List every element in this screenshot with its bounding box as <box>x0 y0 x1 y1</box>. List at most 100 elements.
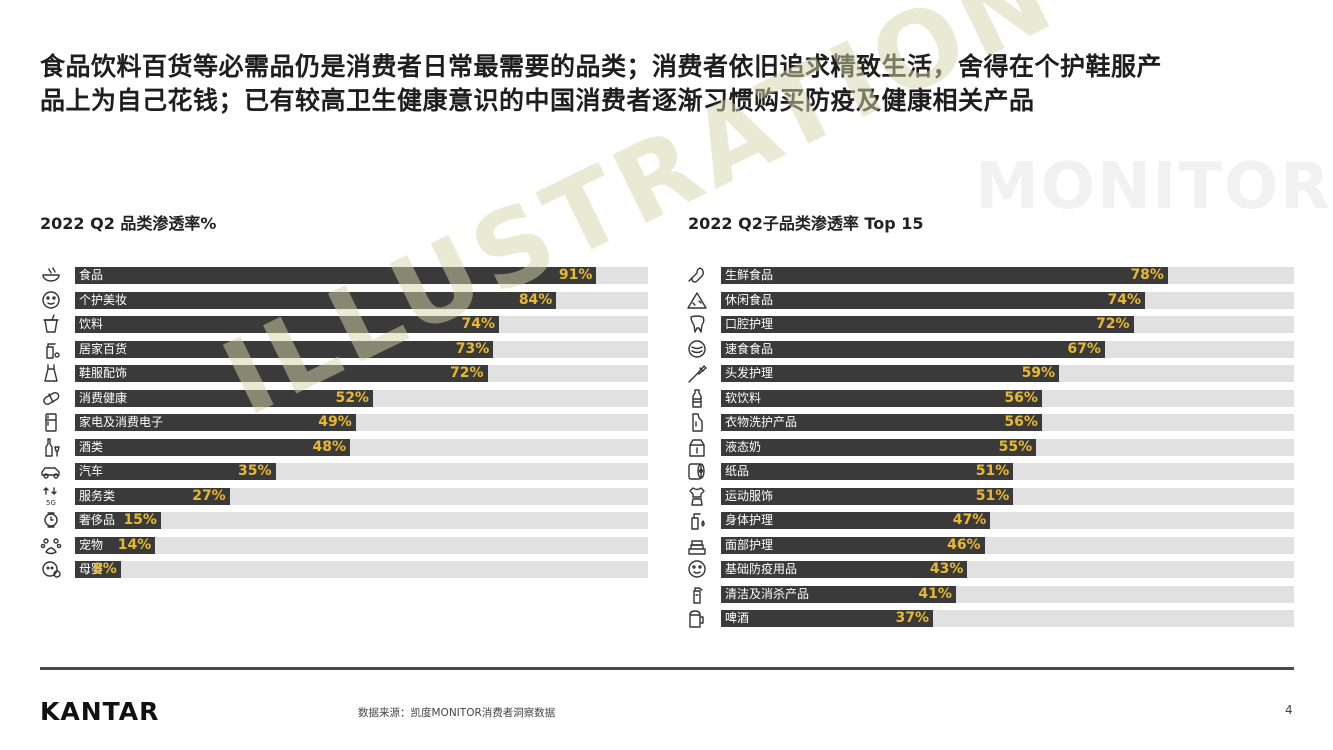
page-number: 4 <box>1285 703 1293 717</box>
subcategory-value-label: 46% <box>947 536 981 553</box>
subcategory-bar <box>721 291 1146 309</box>
subcategory-bar <box>721 487 1014 505</box>
beer-mug-icon <box>686 608 708 628</box>
spray-bottle-icon <box>40 339 62 359</box>
subcategory-category-label: 口腔护理 <box>725 317 774 331</box>
category-row: 5G 服务类 27% <box>40 484 653 508</box>
svg-text:5G: 5G <box>46 499 56 506</box>
category-row: 居家百货 73% <box>40 337 653 361</box>
subcategory-bar <box>721 463 1014 480</box>
category-category-label: 消费健康 <box>79 390 128 405</box>
category-bar-track: 家电及消费电子 49% <box>75 414 648 431</box>
category-row: 个护美妆 84% <box>40 288 653 312</box>
category-bar <box>75 561 121 578</box>
category-category-label: 母婴 <box>79 562 104 576</box>
subcategory-bar-track: 头发护理 59% <box>721 365 1294 382</box>
subcategory-bar-track: 面部护理 46% <box>721 536 1294 554</box>
subcategory-row: 生鲜食品 78% <box>686 263 1299 287</box>
subcategory-row: 衣物洗护产品 56% <box>686 410 1299 434</box>
subcategory-row: 口腔护理 72% <box>686 312 1299 336</box>
category-row: 家电及消费电子 49% <box>40 410 653 434</box>
watch-icon <box>40 510 62 530</box>
subcategory-value-label: 41% <box>918 585 952 602</box>
category-row: 鞋服配饰 72% <box>40 361 653 385</box>
hair-brush-icon <box>686 363 708 383</box>
category-row: 食品 91% <box>40 263 653 287</box>
subcategory-row: 清洁及消杀产品 41% <box>686 582 1299 606</box>
subcategory-bar <box>721 365 1060 382</box>
headline-line-1: 食品饮料百货等必需品仍是消费者日常最需要的品类；消费者依旧追求精致生活，舍得在个… <box>40 52 1163 81</box>
subcategory-category-label: 生鲜食品 <box>725 268 774 282</box>
milk-carton-icon <box>686 437 708 457</box>
subcategory-row: 休闲食品 74% <box>686 288 1299 312</box>
category-value-label: 8% <box>93 561 117 577</box>
detergent-icon <box>686 412 708 432</box>
category-bar-track: 居家百货 73% <box>75 340 648 358</box>
tissue-roll-icon <box>686 461 708 481</box>
category-value-label: 35% <box>238 463 272 479</box>
subcategory-value-label: 37% <box>895 610 930 626</box>
category-value-label: 73% <box>455 340 490 357</box>
subcategory-row: 纸品 51% <box>686 459 1299 483</box>
category-row: 母婴 8% <box>40 557 653 581</box>
subcategory-bar-track: 基础防疫用品 43% <box>721 561 1294 578</box>
category-bar <box>75 414 356 431</box>
category-bar-track: 个护美妆 84% <box>75 291 648 309</box>
subcategory-category-label: 面部护理 <box>725 537 774 552</box>
tooth-icon <box>686 314 708 334</box>
page-headline: 食品饮料百货等必需品仍是消费者日常最需要的品类；消费者依旧追求精致生活，舍得在个… <box>40 50 1300 118</box>
category-bar <box>75 487 230 505</box>
subcategory-row: 身体护理 47% <box>686 508 1299 532</box>
paw-icon <box>40 535 62 555</box>
snack-icon <box>686 290 708 310</box>
subcategory-bar <box>721 267 1168 284</box>
kantar-logo: KANTAR <box>40 697 160 726</box>
subcategory-value-label: 47% <box>952 512 987 528</box>
category-row: 汽车 35% <box>40 459 653 483</box>
face-mask-icon <box>686 559 708 579</box>
noodle-bowl-icon <box>686 339 708 359</box>
subcategory-category-label: 身体护理 <box>725 513 774 527</box>
subcategory-bar <box>721 414 1042 431</box>
category-row: 饮料 74% <box>40 312 653 336</box>
category-bar-track: 汽车 35% <box>75 463 648 480</box>
subcategory-value-label: 56% <box>1004 389 1038 406</box>
category-value-label: 49% <box>318 414 352 430</box>
subcategory-row: 液态奶 55% <box>686 435 1299 459</box>
category-category-label: 服务类 <box>79 488 116 503</box>
subcategory-category-label: 软饮料 <box>725 390 762 405</box>
drink-cup-icon <box>40 314 62 334</box>
subcategory-row: 运动服饰 51% <box>686 484 1299 508</box>
subcategory-category-label: 清洁及消杀产品 <box>725 586 810 601</box>
subcategory-bar <box>721 512 991 529</box>
subcategory-value-label: 55% <box>998 438 1033 455</box>
subcategory-row: 软饮料 56% <box>686 386 1299 410</box>
fridge-icon <box>40 412 62 432</box>
pill-icon <box>40 388 62 408</box>
category-bar <box>75 512 161 529</box>
subcategory-value-label: 72% <box>1096 316 1130 332</box>
wine-bottle-icon <box>40 437 62 457</box>
subcategory-category-label: 运动服饰 <box>725 488 774 503</box>
category-row: 宠物 14% <box>40 533 653 557</box>
left-chart-title: 2022 Q2 品类渗透率% <box>40 214 217 233</box>
subcategory-category-label: 液态奶 <box>725 439 762 454</box>
category-bar-track: 饮料 74% <box>75 316 648 333</box>
category-bar <box>75 291 557 309</box>
subcategory-bar-track: 液态奶 55% <box>721 438 1294 456</box>
category-value-label: 48% <box>312 438 347 455</box>
monitor-watermark: MONITOR <box>975 150 1332 224</box>
subcategory-row: 啤酒 37% <box>686 606 1299 630</box>
face-mask-icon <box>40 290 62 310</box>
category-bar-track: 奢侈品 15% <box>75 512 648 529</box>
meat-icon <box>686 265 708 285</box>
subcategory-bar <box>721 610 933 627</box>
soda-bottle-icon <box>686 388 708 408</box>
category-row: 消费健康 52% <box>40 386 653 410</box>
subcategory-row: 头发护理 59% <box>686 361 1299 385</box>
category-bar <box>75 316 500 333</box>
category-bar <box>75 463 276 480</box>
subcategory-value-label: 43% <box>929 561 964 577</box>
right-chart-title: 2022 Q2子品类渗透率 Top 15 <box>688 214 924 233</box>
subcategory-bar-track: 休闲食品 74% <box>721 291 1294 309</box>
